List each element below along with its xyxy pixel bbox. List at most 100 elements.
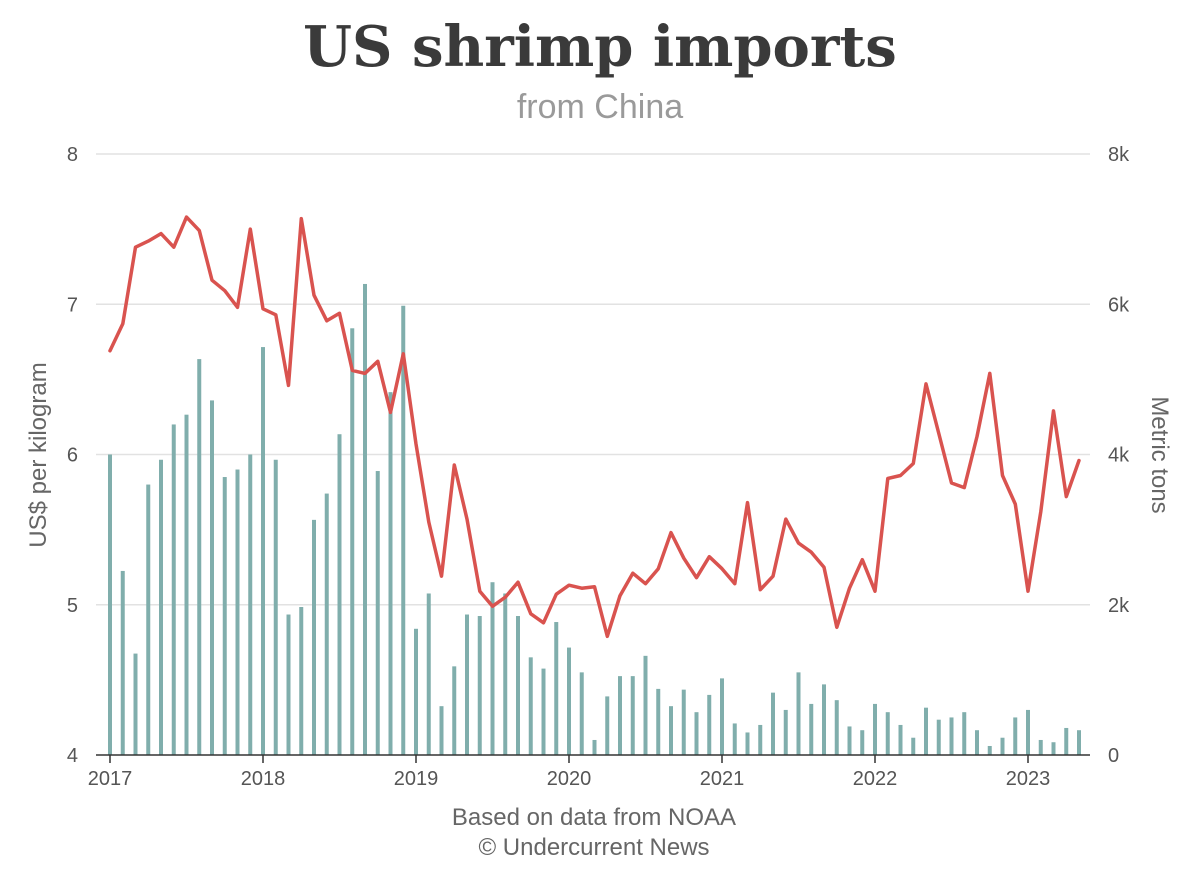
right-axis-ticks: 0 2k 4k 6k 8k [1108, 144, 1130, 767]
volume-bar [490, 582, 495, 755]
volume-bar [248, 454, 253, 755]
volume-bar [681, 689, 686, 755]
right-axis-title: Metric tons [1146, 396, 1173, 513]
volume-bar [299, 607, 304, 755]
volume-bar [197, 359, 202, 755]
volume-bar [388, 392, 393, 755]
volume-bar [936, 719, 941, 755]
volume-bar [975, 730, 979, 755]
volume-bar [605, 696, 610, 755]
volume-bar [592, 739, 597, 755]
volume-bar [630, 676, 635, 755]
volume-bar [949, 717, 954, 755]
volume-bar [528, 657, 533, 755]
volume-bar [120, 570, 125, 755]
right-tick-label: 0 [1108, 745, 1119, 767]
left-tick-label: 6 [67, 445, 78, 467]
volume-bar [439, 706, 444, 755]
volume-bar [133, 653, 138, 755]
volume-bar [771, 692, 775, 755]
volume-bar [184, 414, 189, 755]
volume-bar [873, 703, 877, 755]
volume-bar [809, 703, 814, 755]
volume-bar [783, 709, 788, 755]
volume-bar [885, 712, 890, 755]
gridlines [96, 153, 1090, 606]
volume-bar [414, 628, 418, 755]
volume-bar [834, 700, 839, 755]
volume-bar [898, 724, 903, 755]
source-note: Based on data from NOAA [451, 804, 737, 831]
volume-bar [1051, 742, 1056, 755]
volume-bar [847, 726, 852, 755]
volume-bar [401, 305, 406, 755]
volume-bar [312, 519, 316, 755]
chart-title: US shrimp imports [303, 14, 897, 80]
volume-bar [1038, 739, 1043, 755]
volume-bar [911, 737, 916, 755]
volume-bar [146, 484, 151, 755]
volume-bar [363, 283, 367, 755]
volume-bar [337, 434, 342, 755]
volume-bar [465, 614, 469, 755]
left-tick-label: 8 [67, 144, 78, 166]
left-tick-label: 7 [67, 294, 78, 316]
volume-bar [720, 678, 724, 755]
volume-bar [452, 666, 457, 755]
volume-bar [860, 730, 865, 755]
volume-bar [273, 459, 278, 755]
volume-bar [222, 477, 227, 755]
volume-bar [235, 469, 240, 755]
volume-bar [554, 622, 559, 755]
volume-bar [261, 347, 265, 755]
x-tick-label: 2019 [394, 768, 439, 790]
volume-bar [541, 668, 546, 755]
volume-bar [694, 712, 699, 755]
price-line [108, 215, 1081, 639]
x-tick-label: 2021 [700, 768, 745, 790]
volume-bar [1026, 709, 1030, 755]
chart-subtitle: from China [516, 88, 684, 126]
volume-bar [171, 424, 176, 755]
volume-bar [745, 732, 750, 755]
volume-bar [324, 493, 329, 755]
x-tick-label: 2022 [853, 768, 898, 790]
volume-bar [796, 672, 801, 755]
volume-bars [108, 283, 1081, 755]
volume-bar [822, 684, 826, 755]
right-tick-label: 6k [1108, 294, 1130, 316]
volume-bar [656, 688, 661, 755]
left-axis-ticks: 4 5 6 7 8 [67, 144, 78, 767]
volume-bar [108, 454, 112, 755]
volume-bar [618, 676, 622, 755]
volume-bar [426, 593, 431, 755]
volume-bar [1077, 730, 1081, 755]
volume-bar [375, 471, 380, 755]
copyright-note: © Undercurrent News [478, 834, 710, 861]
x-tick-label: 2017 [88, 768, 133, 790]
volume-bar [1013, 717, 1018, 755]
right-tick-label: 8k [1108, 144, 1130, 166]
left-axis-title: US$ per kilogram [25, 362, 52, 547]
left-tick-label: 5 [67, 595, 78, 617]
volume-bar [477, 616, 482, 755]
volume-bar [350, 328, 355, 755]
volume-bar [669, 706, 673, 755]
x-tick-label: 2020 [547, 768, 592, 790]
volume-bar [159, 459, 163, 755]
right-tick-label: 2k [1108, 595, 1130, 617]
volume-bar [579, 672, 584, 755]
volume-bar [962, 712, 967, 755]
right-tick-label: 4k [1108, 445, 1130, 467]
volume-bar [1064, 727, 1069, 755]
price-series-line [108, 215, 1081, 639]
x-tick-label: 2023 [1006, 768, 1051, 790]
volume-bar [516, 616, 520, 755]
volume-bar [707, 694, 712, 755]
volume-bar [924, 707, 928, 755]
volume-bar [643, 655, 648, 755]
volume-bar [1000, 737, 1005, 755]
volume-bar [987, 745, 992, 755]
x-tick-label: 2018 [241, 768, 286, 790]
